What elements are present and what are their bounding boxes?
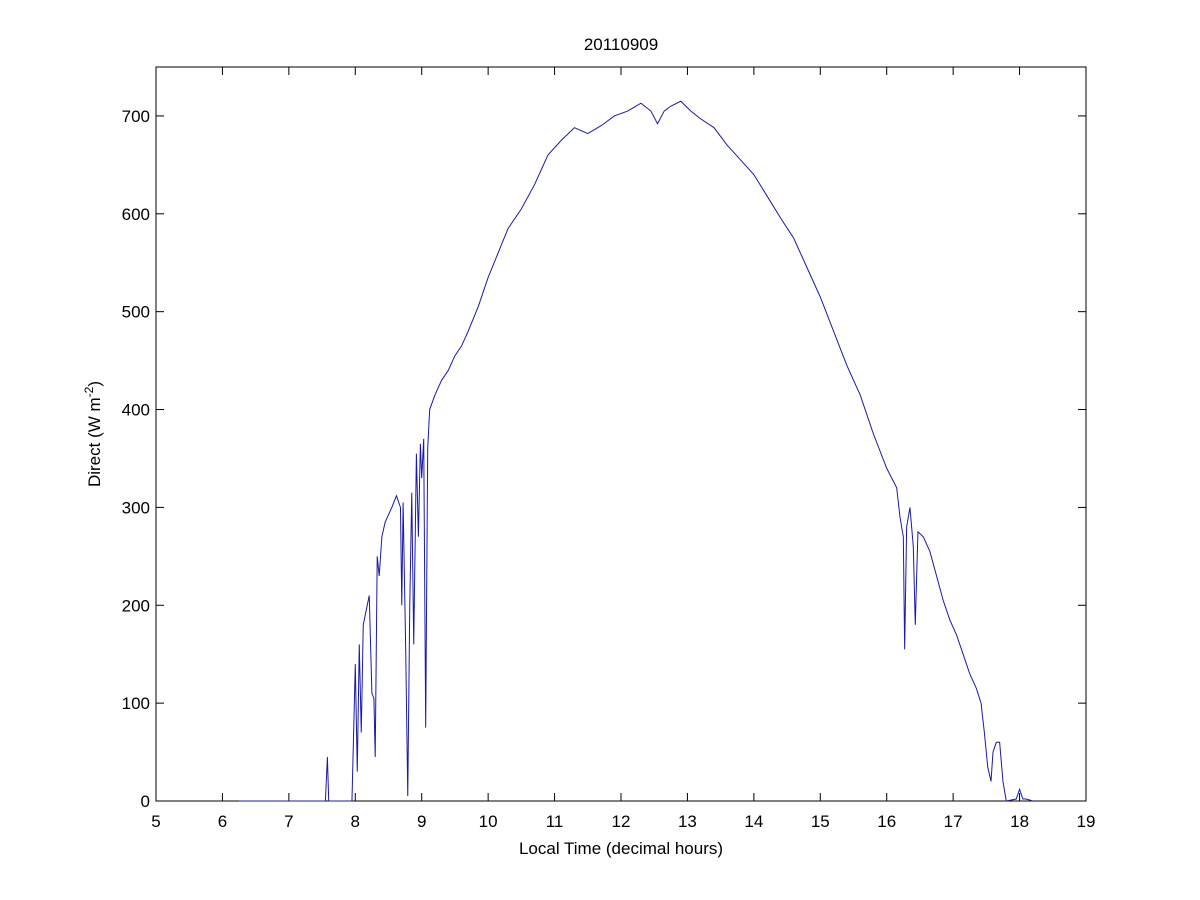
data-line — [239, 100, 1034, 802]
x-tick-label: 11 — [546, 812, 564, 831]
chart-title: 20110909 — [584, 35, 658, 54]
y-tick-label: 600 — [122, 205, 150, 224]
x-tick-label: 19 — [1077, 812, 1096, 831]
x-tick-label: 5 — [151, 812, 160, 831]
x-tick-label: 17 — [944, 812, 963, 831]
x-tick-label: 14 — [744, 812, 763, 831]
x-tick-label: 6 — [218, 812, 227, 831]
y-label-main: Direct (W m — [85, 397, 104, 487]
x-tick-label: 15 — [811, 812, 830, 831]
y-tick-label: 700 — [122, 107, 150, 126]
y-tick-label: 200 — [122, 596, 150, 615]
y-tick-label: 400 — [122, 401, 150, 420]
y-tick-label: 100 — [122, 694, 150, 713]
y-axis-label: Direct (W m-2) — [82, 381, 104, 487]
x-tick-label: 18 — [1010, 812, 1029, 831]
y-label-end: ) — [85, 381, 104, 387]
x-tick-label: 10 — [479, 812, 498, 831]
x-tick-label: 8 — [351, 812, 360, 831]
y-label-exponent: -2 — [82, 386, 96, 397]
y-tick-label: 300 — [122, 498, 150, 517]
y-tick-label: 0 — [141, 792, 150, 811]
x-tick-label: 9 — [417, 812, 426, 831]
x-tick-label: 7 — [284, 812, 293, 831]
x-tick-label: 13 — [678, 812, 697, 831]
x-tick-label: 12 — [612, 812, 631, 831]
x-tick-label: 16 — [877, 812, 896, 831]
y-tick-label: 500 — [122, 303, 150, 322]
x-axis-label: Local Time (decimal hours) — [519, 839, 723, 858]
